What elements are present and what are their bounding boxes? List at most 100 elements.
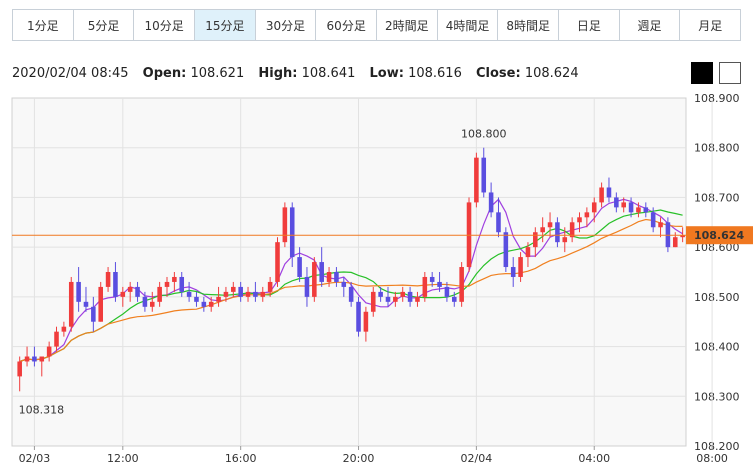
low-value: 108.616 — [408, 66, 462, 81]
candle-body — [76, 281, 81, 302]
candle-body — [275, 242, 280, 282]
candle-body — [91, 306, 96, 322]
candle-body — [591, 202, 597, 213]
candle-body — [547, 222, 553, 228]
tab-timeframe-9[interactable]: 日足 — [559, 10, 620, 40]
candle-body — [194, 296, 199, 302]
tab-timeframe-6[interactable]: 2時間足 — [377, 10, 438, 40]
open-label: Open: — [142, 66, 187, 81]
candle-body — [400, 291, 406, 297]
candle-body — [510, 267, 516, 277]
candle-body — [393, 296, 398, 302]
open-value: 108.621 — [190, 66, 245, 81]
candle-body — [562, 237, 568, 243]
light-theme-button[interactable] — [719, 62, 741, 84]
current-price-label: 108.624 — [694, 229, 744, 242]
candle-body — [569, 222, 575, 238]
candle-body — [253, 291, 258, 297]
close-label: Close: — [476, 66, 521, 81]
candle-body — [32, 356, 37, 362]
candle-body — [326, 272, 332, 282]
tab-timeframe-2[interactable]: 10分足 — [134, 10, 196, 40]
candle-body — [312, 262, 317, 297]
candle-body — [525, 247, 531, 258]
candle-body — [356, 301, 361, 332]
y-tick-label: 108.900 — [694, 92, 740, 105]
candle-body — [17, 361, 22, 377]
candle-body — [149, 301, 155, 307]
candle-body — [643, 207, 649, 213]
y-tick-label: 108.500 — [694, 291, 740, 304]
current-price-tag — [686, 226, 753, 245]
low-label: Low: — [369, 66, 404, 81]
tab-timeframe-8[interactable]: 8時間足 — [498, 10, 560, 40]
candle-body — [135, 286, 140, 297]
candle-body — [378, 291, 383, 297]
candle-body — [120, 291, 126, 297]
tab-timeframe-1[interactable]: 5分足 — [73, 10, 135, 40]
candle-body — [231, 286, 236, 292]
candle-body — [650, 212, 656, 228]
candle-body — [304, 276, 310, 297]
candle-body — [46, 346, 52, 357]
candle-body — [415, 296, 420, 302]
candle-body — [577, 217, 582, 223]
candle-body — [429, 276, 435, 282]
candle-body — [319, 262, 324, 282]
candle-body — [540, 227, 545, 233]
x-tick-label: 20:00 — [343, 452, 375, 465]
candle-body — [533, 232, 538, 248]
candle-body — [606, 187, 612, 198]
candle-body — [61, 326, 67, 332]
candle-body — [680, 235, 685, 238]
candle-body — [24, 356, 30, 362]
datetime: 2020/02/04 08:45 — [12, 66, 129, 81]
candle-body — [172, 276, 177, 282]
tab-timeframe-11[interactable]: 月足 — [680, 10, 741, 40]
timeframe-tabs: 1分足 5分足 10分足 15分足 30分足 60分足 2時間足 4時間足 8時間足 日足 週足 月足 — [12, 9, 741, 41]
candle-body — [245, 291, 251, 297]
candle-body — [481, 157, 487, 193]
candle-body — [636, 207, 641, 213]
candle-body — [503, 232, 509, 268]
candle-body — [474, 157, 479, 203]
candle-body — [127, 286, 133, 292]
candle-body — [334, 272, 339, 282]
y-tick-label: 108.700 — [694, 191, 740, 204]
candle-body — [267, 281, 273, 292]
y-tick-label: 108.300 — [694, 390, 740, 403]
candle-body — [658, 222, 663, 228]
candle-body — [348, 286, 354, 302]
dark-theme-button[interactable] — [691, 62, 713, 84]
candle-body — [186, 291, 192, 297]
candle-body — [39, 356, 45, 362]
min-price-label: 108.318 — [19, 403, 65, 416]
candle-body — [223, 291, 229, 297]
candle-body — [179, 276, 185, 292]
y-tick-label: 108.400 — [694, 341, 740, 354]
candle-body — [444, 286, 450, 297]
tab-timeframe-5[interactable]: 60分足 — [316, 10, 378, 40]
tab-timeframe-0[interactable]: 1分足 — [13, 10, 74, 40]
x-tick-label: 12:00 — [107, 452, 139, 465]
candle-body — [422, 276, 428, 297]
y-tick-label: 108.200 — [694, 440, 740, 453]
max-price-label: 108.800 — [461, 128, 507, 141]
x-tick-label: 08:00 — [696, 452, 728, 465]
close-value: 108.624 — [524, 66, 579, 81]
candle-body — [672, 237, 678, 248]
high-label: High: — [258, 66, 298, 81]
tab-timeframe-7[interactable]: 4時間足 — [437, 10, 499, 40]
candle-body — [385, 296, 391, 302]
candle-body — [157, 286, 162, 302]
tab-timeframe-10[interactable]: 週足 — [619, 10, 681, 40]
candle-body — [297, 257, 302, 277]
candle-body — [614, 197, 619, 208]
tab-timeframe-4[interactable]: 30分足 — [255, 10, 317, 40]
candle-body — [518, 257, 523, 277]
ohlc-info: 2020/02/04 08:45 Open: 108.621 High: 108… — [12, 66, 579, 81]
candle-body — [555, 222, 560, 243]
candle-body — [363, 311, 369, 332]
tab-timeframe-3[interactable]: 15分足 — [195, 10, 256, 40]
